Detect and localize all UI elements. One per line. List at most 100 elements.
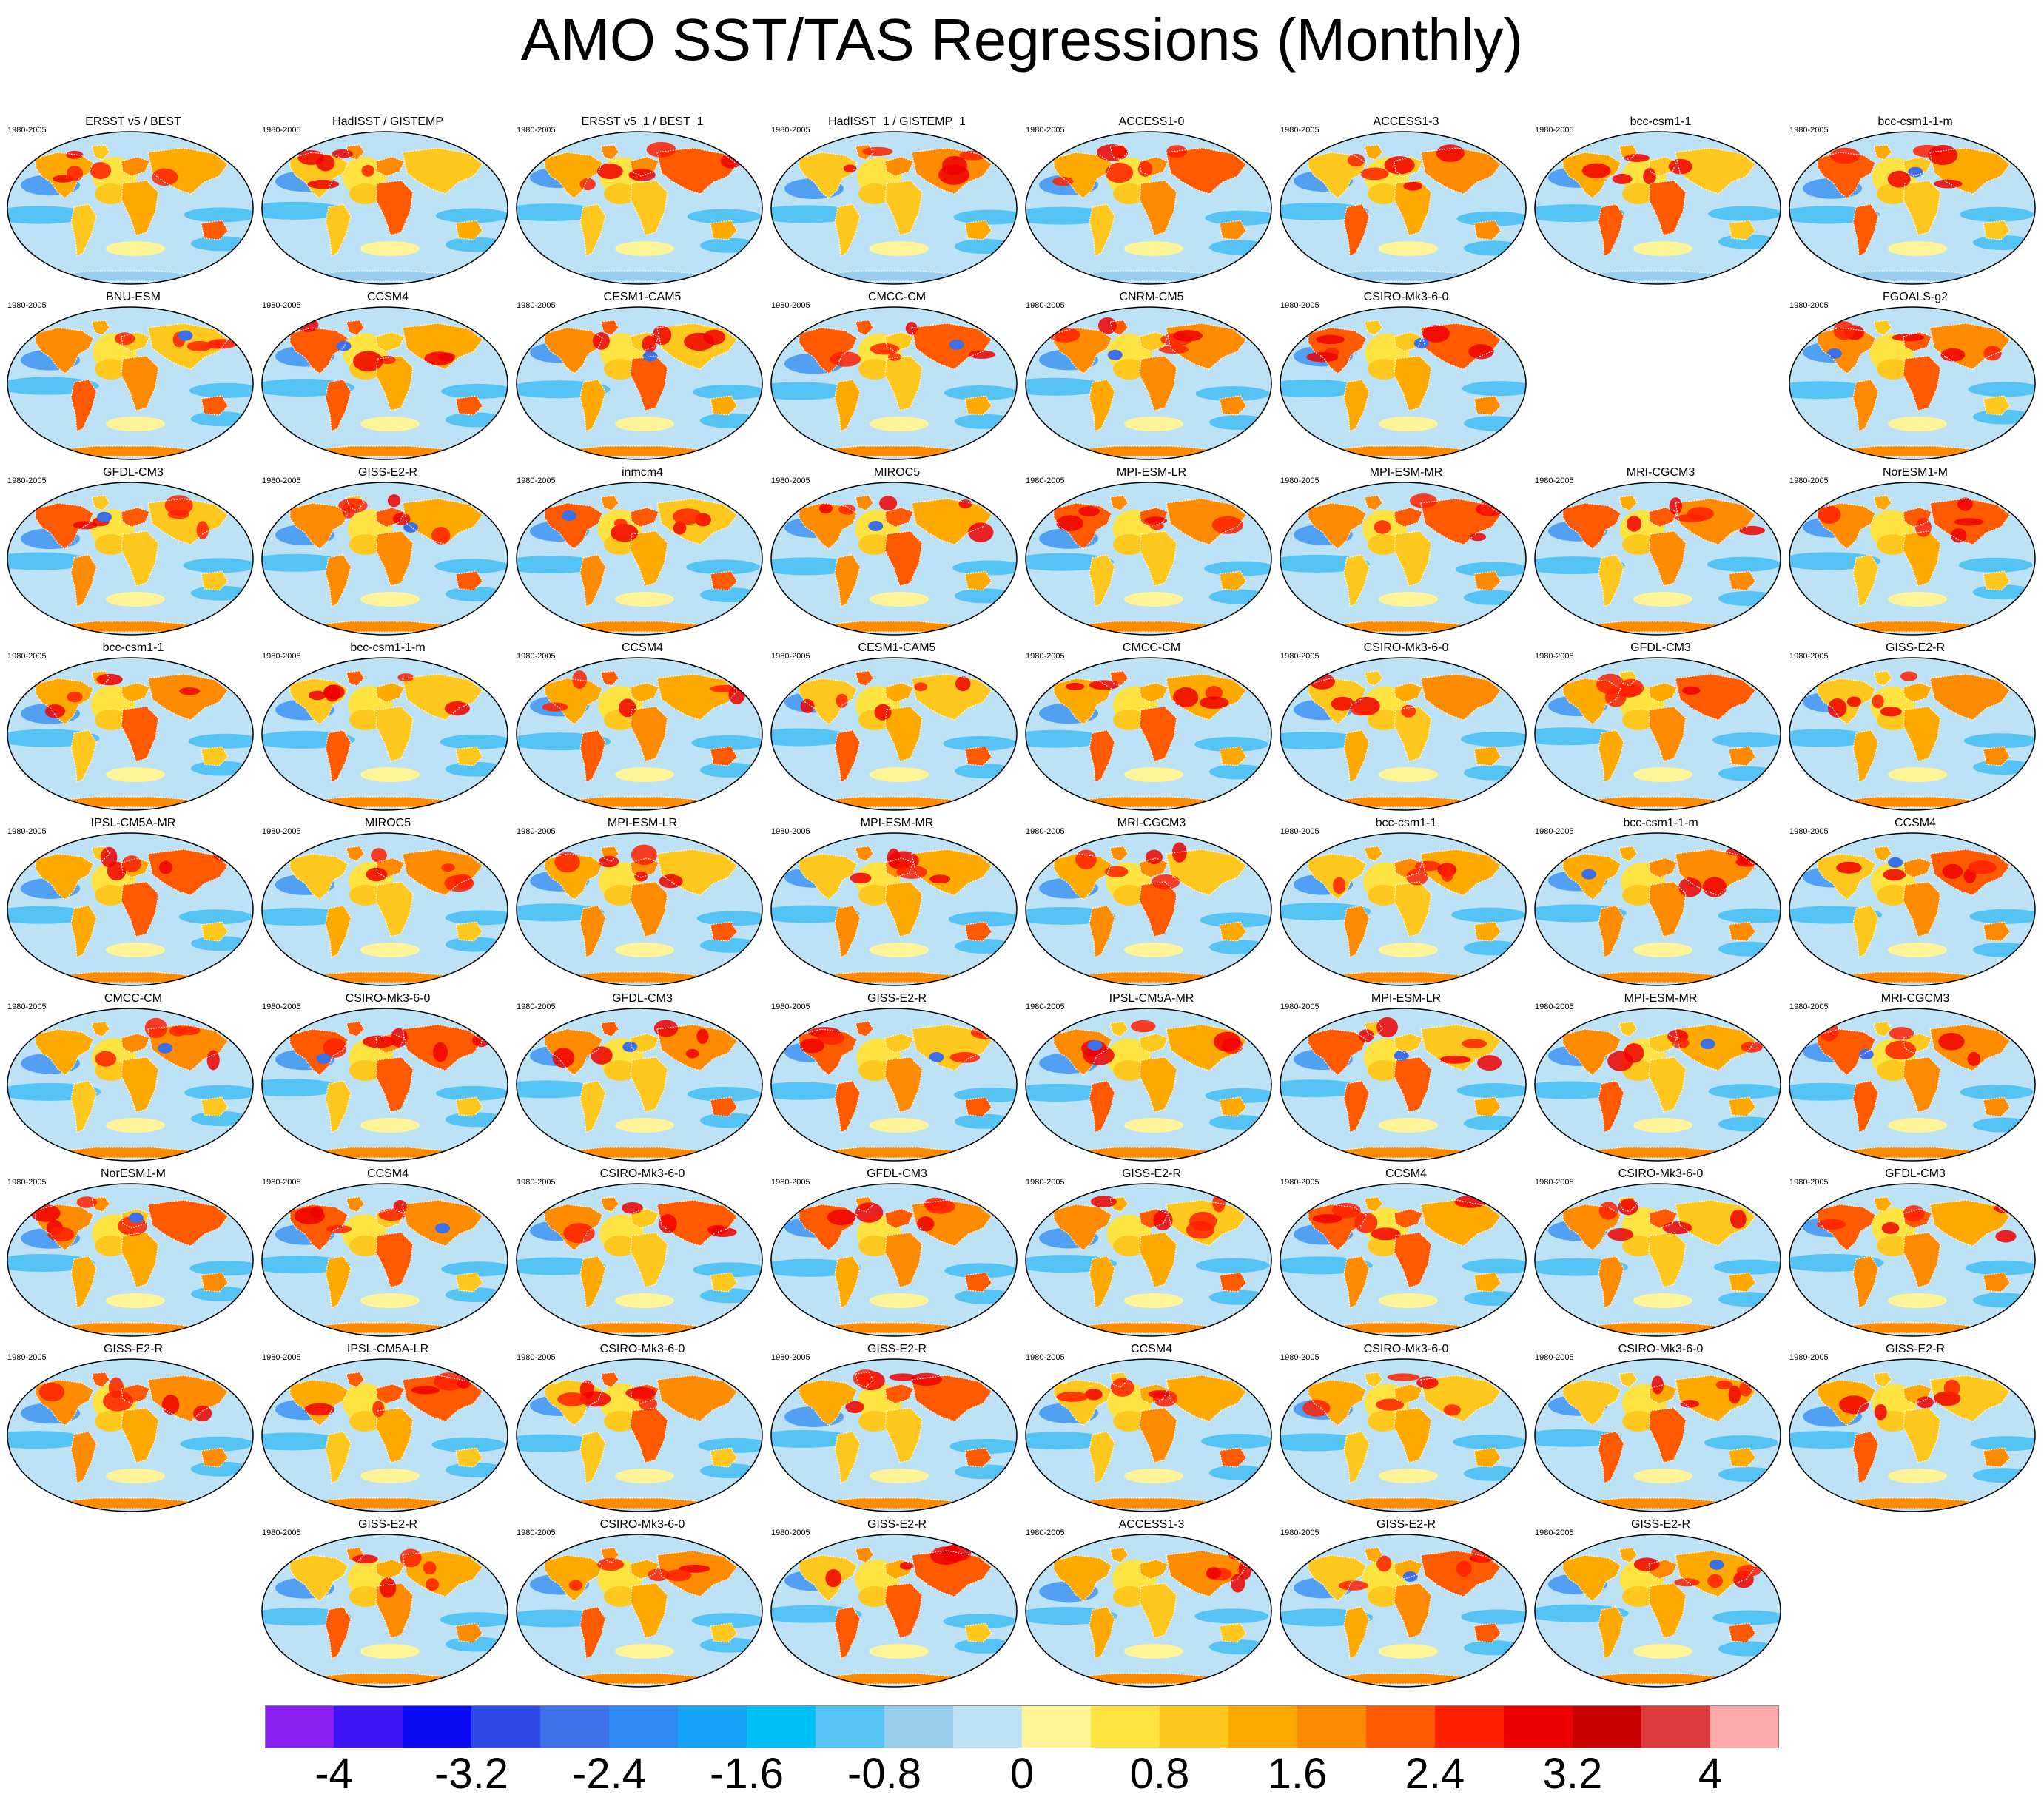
panel-period-label: 1980-2005 (1535, 1353, 1574, 1362)
map-panel: ERSST v5 / BEST 1980-2005 (6, 115, 260, 287)
map-panel: GFDL-CM3 1980-2005 (770, 1167, 1024, 1339)
regression-map (7, 131, 254, 285)
panel-period-label: 1980-2005 (517, 1353, 556, 1362)
regression-map (261, 1183, 508, 1337)
panel-period-label: 1980-2005 (771, 301, 810, 310)
panel-title: GISS-E2-R (357, 466, 417, 479)
regression-map (1025, 1358, 1272, 1512)
panel-title: MRI-CGCM3 (1880, 992, 1950, 1005)
map-panel: CCSM4 1980-2005 (260, 291, 515, 462)
colorbar-cell (1504, 1705, 1573, 1748)
panel-period-label: 1980-2005 (262, 1002, 301, 1011)
map-panel: MIROC5 1980-2005 (770, 466, 1024, 638)
panel-title: GFDL-CM3 (1885, 1167, 1946, 1180)
panel-title: BNU-ESM (106, 291, 161, 303)
panel-period-label: 1980-2005 (1789, 476, 1829, 485)
panel-period-label: 1980-2005 (1535, 1178, 1574, 1187)
panel-period-label: 1980-2005 (262, 126, 301, 135)
panel-period-label: 1980-2005 (517, 1178, 556, 1187)
colorbar-cell (1366, 1705, 1436, 1748)
regression-map (516, 1008, 763, 1162)
panel-title: MRI-CGCM3 (1626, 466, 1695, 479)
panel-period-label: 1980-2005 (262, 1529, 301, 1537)
map-panel: CNRM-CM5 1980-2005 (1024, 291, 1279, 462)
map-panel: CCSM4 1980-2005 (1024, 1343, 1279, 1514)
map-panel: CMCC-CM 1980-2005 (6, 992, 260, 1164)
regression-map (1025, 306, 1272, 460)
regression-map (516, 482, 763, 636)
panel-period-label: 1980-2005 (517, 126, 556, 135)
map-panel: bcc-csm1-1 1980-2005 (6, 641, 260, 813)
regression-map (770, 1008, 1018, 1162)
map-panel: CSIRO-Mk3-6-0 1980-2005 (1279, 291, 1533, 462)
regression-map (1534, 832, 1781, 986)
colorbar-cell (1435, 1705, 1505, 1748)
map-panel: MRI-CGCM3 1980-2005 (1533, 466, 1788, 638)
regression-map (1025, 657, 1272, 811)
panel-period-label: 1980-2005 (1280, 1178, 1319, 1187)
panel-title: bcc-csm1-1 (1630, 115, 1692, 128)
regression-map (516, 657, 763, 811)
colorbar-cell (1022, 1705, 1092, 1748)
regression-map (261, 131, 508, 285)
map-panel: MRI-CGCM3 1980-2005 (1788, 992, 2043, 1164)
panel-title: CCSM4 (1894, 817, 1936, 829)
regression-map (1789, 832, 2036, 986)
regression-map (1280, 657, 1527, 811)
regression-map (770, 1183, 1018, 1337)
panel-title: CMCC-CM (867, 291, 927, 303)
panel-title: MPI-ESM-MR (1624, 992, 1698, 1005)
regression-map (516, 1534, 763, 1688)
regression-map (1789, 657, 2036, 811)
map-panel: GISS-E2-R 1980-2005 (1788, 1343, 2043, 1514)
panel-title: CSIRO-Mk3-6-0 (1618, 1167, 1704, 1180)
panel-title: HadISST_1 / GISTEMP_1 (828, 115, 966, 128)
panel-title: CCSM4 (621, 641, 663, 654)
panel-period-label: 1980-2005 (7, 476, 47, 485)
panel-period-label: 1980-2005 (1280, 476, 1319, 485)
map-panel: CCSM4 1980-2005 (515, 641, 770, 813)
regression-map (1534, 1534, 1781, 1688)
regression-map (1534, 1358, 1781, 1512)
panel-title: GFDL-CM3 (1630, 641, 1691, 654)
panel-title: bcc-csm1-1 (1375, 817, 1437, 829)
regression-map (1280, 131, 1527, 285)
panel-title: GISS-E2-R (1376, 1518, 1436, 1531)
panel-title: IPSL-CM5A-MR (1109, 992, 1194, 1005)
colorbar-cell (1573, 1705, 1642, 1748)
map-panel: MPI-ESM-MR 1980-2005 (1279, 466, 1533, 638)
panel-title: ERSST v5_1 / BEST_1 (581, 115, 704, 128)
panel-period-label: 1980-2005 (1280, 652, 1319, 661)
panel-title: CCSM4 (1130, 1343, 1172, 1355)
regression-map (1534, 1008, 1781, 1162)
panel-period-label: 1980-2005 (1026, 827, 1065, 836)
map-panel: CSIRO-Mk3-6-0 1980-2005 (1533, 1167, 1788, 1339)
map-panel: FGOALS-g2 1980-2005 (1788, 291, 2043, 462)
panel-title: GISS-E2-R (1121, 1167, 1181, 1180)
panel-period-label: 1980-2005 (517, 1529, 556, 1537)
panel-title: bcc-csm1-1-m (1623, 817, 1698, 829)
panel-period-label: 1980-2005 (771, 476, 810, 485)
panel-period-label: 1980-2005 (1789, 1002, 1829, 1011)
panel-title: CCSM4 (366, 291, 409, 303)
panel-period-label: 1980-2005 (7, 1178, 47, 1187)
colorbar-tick-labels: -4 -3.2 -2.4 -1.6 -0.8 0 0.8 1.6 2.4 3.2 4 (0, 1750, 2044, 1802)
panel-period-label: 1980-2005 (7, 1002, 47, 1011)
panel-period-label: 1980-2005 (771, 1002, 810, 1011)
panel-title: MPI-ESM-LR (1116, 466, 1187, 479)
panel-period-label: 1980-2005 (7, 827, 47, 836)
panel-period-label: 1980-2005 (262, 1353, 301, 1362)
map-panel: GISS-E2-R 1980-2005 (770, 992, 1024, 1164)
regression-map (261, 832, 508, 986)
regression-map (1789, 1358, 2036, 1512)
colorbar (265, 1705, 1779, 1748)
map-panel: CSIRO-Mk3-6-0 1980-2005 (1279, 641, 1533, 813)
map-panel: GISS-E2-R 1980-2005 (1024, 1167, 1279, 1339)
regression-map (261, 1358, 508, 1512)
map-panel: ERSST v5_1 / BEST_1 1980-2005 (515, 115, 770, 287)
panel-title: CMCC-CM (104, 992, 163, 1005)
map-panel: bcc-csm1-1-m 1980-2005 (260, 641, 515, 813)
regression-map (1280, 1183, 1527, 1337)
panel-period-label: 1980-2005 (1280, 827, 1319, 836)
